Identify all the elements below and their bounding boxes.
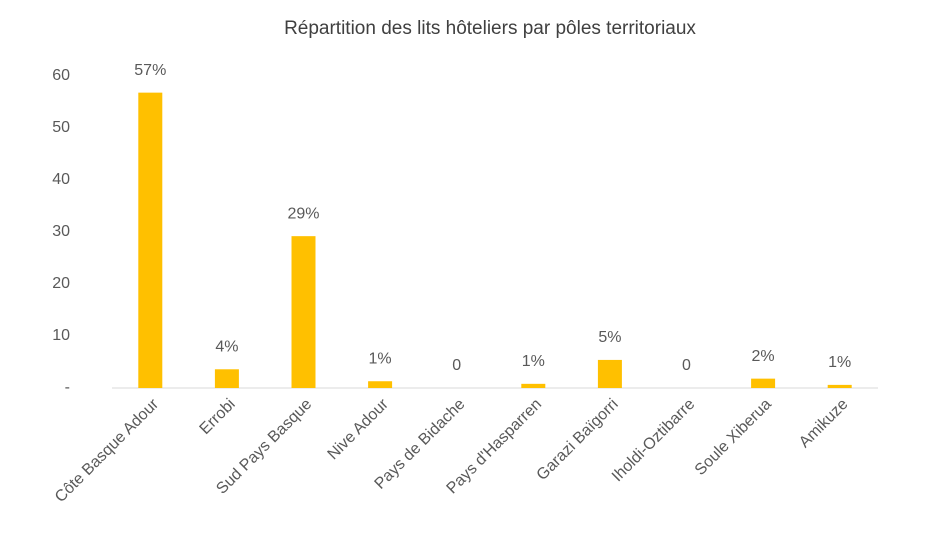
y-tick-label: - bbox=[65, 379, 70, 396]
data-label: 1% bbox=[369, 350, 392, 367]
data-label: 57% bbox=[134, 62, 166, 79]
x-tick-label: Errobi bbox=[197, 396, 239, 438]
x-tick-label: Côte Basque Adour bbox=[52, 395, 163, 506]
data-label: 5% bbox=[598, 329, 621, 346]
data-label: 1% bbox=[828, 354, 851, 371]
bar bbox=[291, 236, 316, 388]
x-tick-label: Iholdi-Oztibarre bbox=[609, 396, 698, 485]
bar bbox=[214, 369, 239, 388]
x-tick-label: Nive Adour bbox=[325, 395, 393, 463]
bar bbox=[138, 92, 163, 388]
chart-title: Répartition des lits hôteliers par pôles… bbox=[284, 18, 696, 39]
data-label: 0 bbox=[682, 357, 691, 374]
y-tick-label: 30 bbox=[52, 223, 70, 240]
bar bbox=[751, 378, 776, 388]
y-tick-label: 20 bbox=[52, 275, 70, 292]
y-tick-label: 40 bbox=[52, 171, 70, 188]
y-tick-label: 60 bbox=[52, 67, 70, 84]
bar bbox=[597, 359, 622, 388]
data-label: 1% bbox=[522, 353, 545, 370]
y-tick-label: 10 bbox=[52, 327, 70, 344]
data-label: 29% bbox=[287, 205, 319, 222]
x-tick-label: Garazi Baïgorri bbox=[534, 396, 622, 484]
x-tick-label: Amikuze bbox=[796, 396, 851, 451]
data-label: 2% bbox=[752, 348, 775, 365]
data-label: 0 bbox=[452, 357, 461, 374]
x-tick-label: Soule Xiberua bbox=[692, 396, 775, 479]
data-label: 4% bbox=[215, 338, 238, 355]
y-tick-label: 50 bbox=[52, 119, 70, 136]
bar bbox=[827, 384, 852, 388]
bar bbox=[368, 381, 393, 388]
bar bbox=[521, 383, 546, 388]
